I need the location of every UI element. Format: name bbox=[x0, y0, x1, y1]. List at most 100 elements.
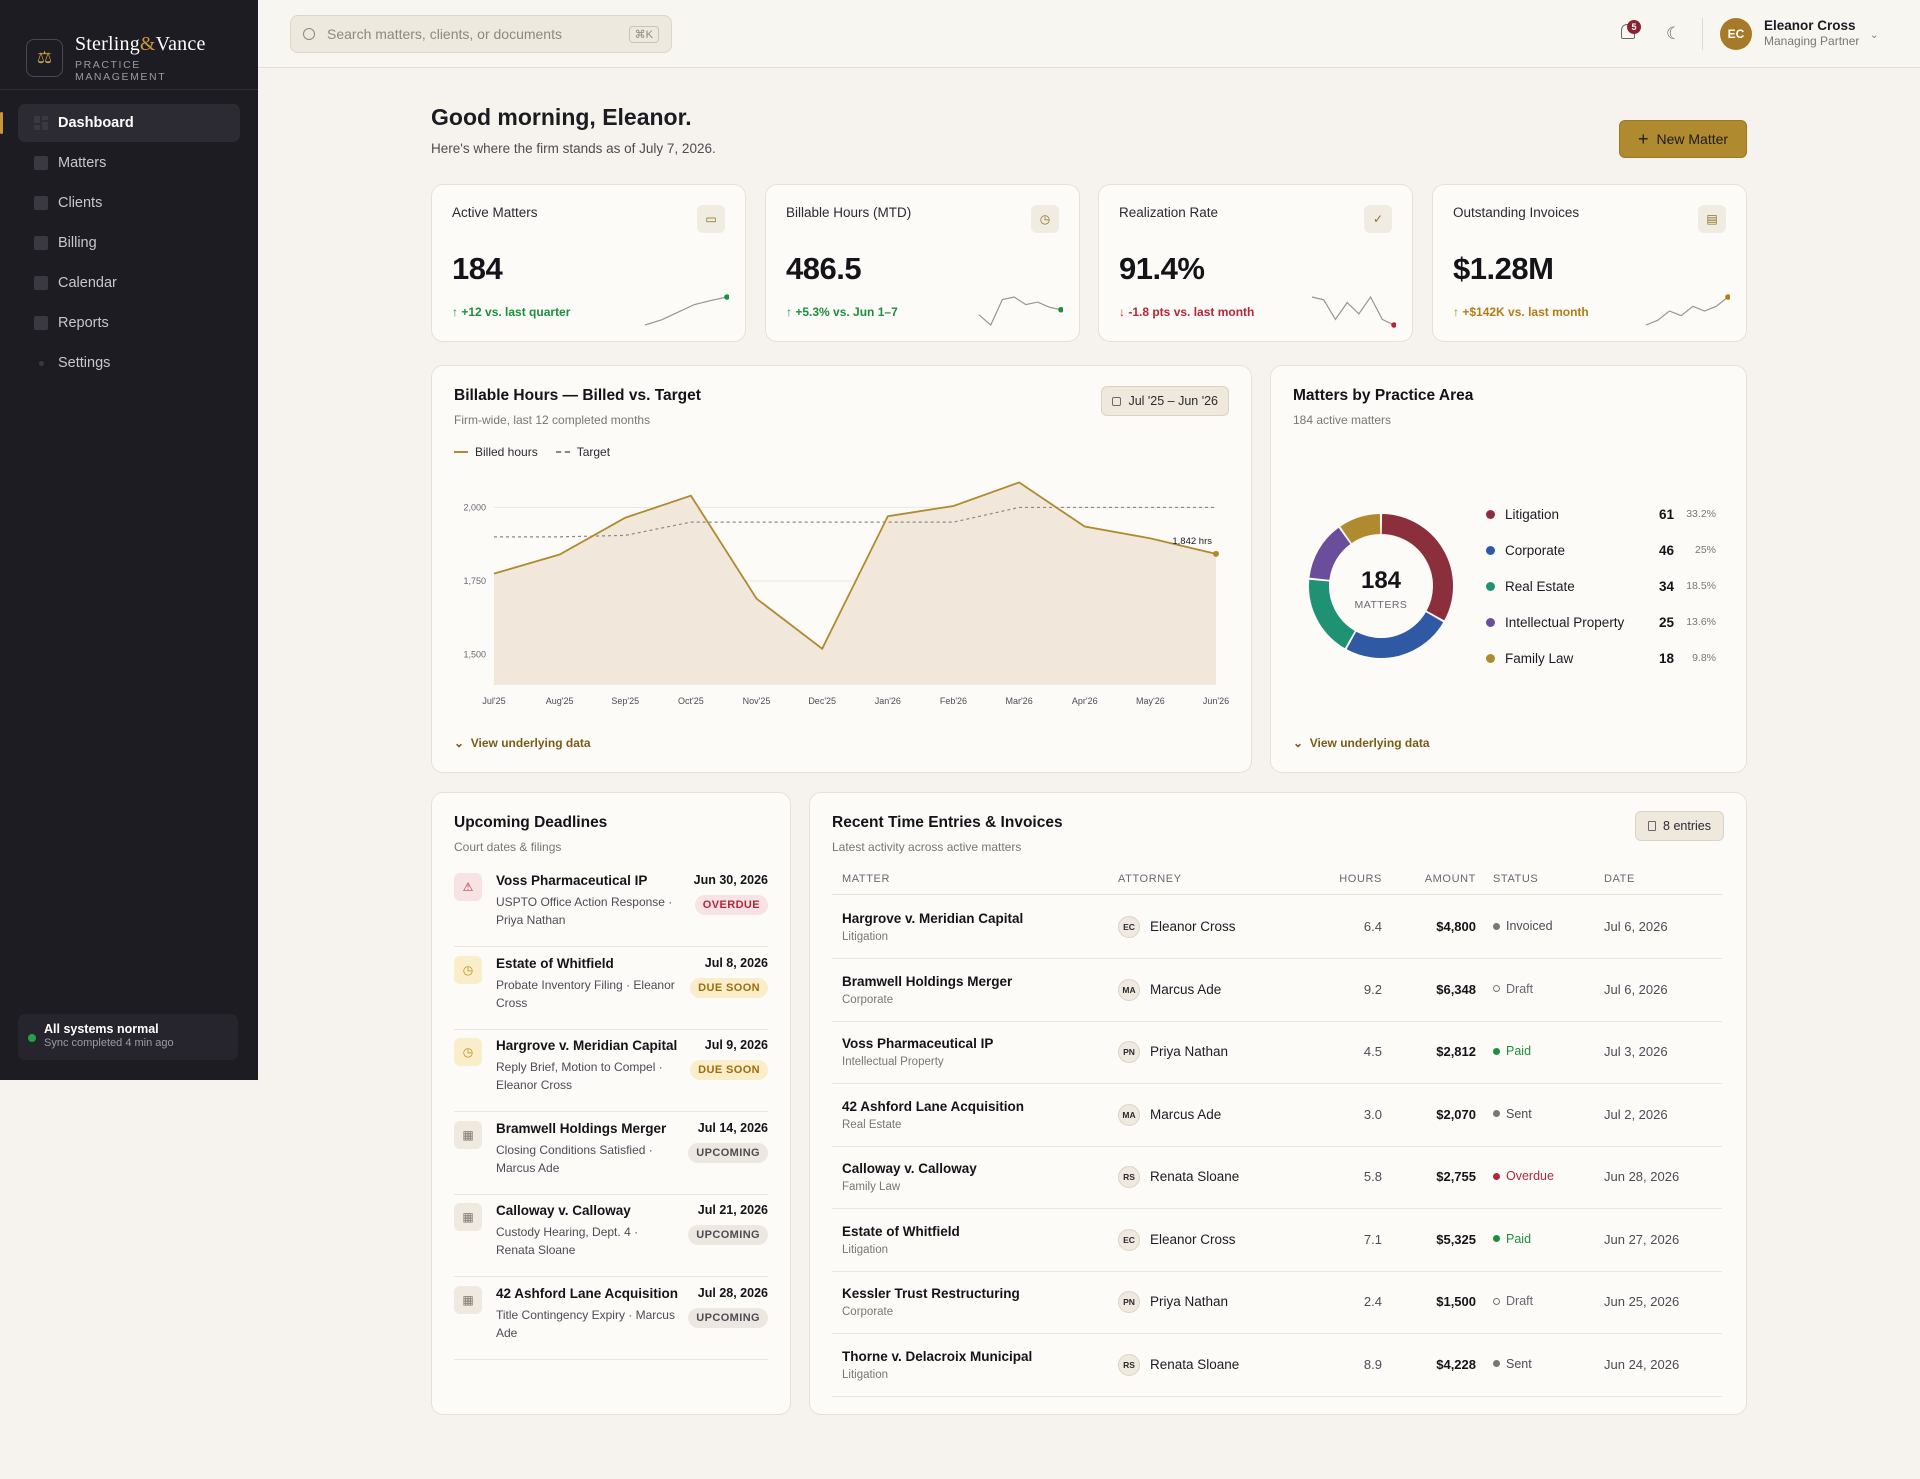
legend-item[interactable]: Family Law 18 9.8% bbox=[1486, 640, 1716, 676]
kpi-card[interactable]: Active Matters ▭ 184 ↑ +12 vs. last quarter bbox=[431, 184, 746, 342]
view-underlying-data-link[interactable]: ⌄ View underlying data bbox=[454, 736, 591, 750]
deadline-item[interactable]: ▦ 42 Ashford Lane Acquisition Title Contin… bbox=[454, 1285, 768, 1360]
col-date[interactable]: DATE bbox=[1604, 873, 1635, 885]
sidebar-item-reports[interactable]: Reports bbox=[18, 304, 240, 342]
sparkline-line bbox=[644, 296, 728, 326]
sidebar-item-clients[interactable]: Clients bbox=[18, 184, 240, 222]
table-header: MATTER ATTORNEY HOURS AMOUNT STATUS DATE bbox=[832, 871, 1722, 895]
search-input[interactable]: Search matters, clients, or documents ⌘K bbox=[290, 15, 672, 53]
table-row[interactable]: Bramwell Holdings Merger Corporate MA Marcu… bbox=[832, 960, 1722, 1022]
avatar: MA bbox=[1118, 1103, 1140, 1126]
user-name[interactable]: Eleanor Cross bbox=[1764, 18, 1856, 33]
deadline-item[interactable]: ⚠ Voss Pharmaceutical IP USPTO Office Acti… bbox=[454, 873, 768, 947]
sidebar-item-settings[interactable]: Settings bbox=[18, 344, 240, 382]
deadline-item[interactable]: ▦ Bramwell Holdings Merger Closing Conditi… bbox=[454, 1120, 768, 1195]
matter-name[interactable]: 42 Ashford Lane Acquisition bbox=[842, 1098, 1025, 1114]
matter-name[interactable]: Calloway v. Calloway bbox=[842, 1161, 977, 1176]
date-range-button[interactable]: Jul '25 – Jun '26 bbox=[1101, 386, 1229, 416]
status-badge: UPCOMING bbox=[688, 1307, 768, 1328]
deadline-description: Custody Hearing, Dept. 4 · Renata Sloane bbox=[496, 1225, 639, 1257]
table-row[interactable]: 42 Ashford Lane Acquisition Real Estate MA… bbox=[832, 1085, 1722, 1147]
legend-item[interactable]: Corporate 46 25% bbox=[1486, 532, 1716, 568]
deadline-description: USPTO Office Action Response · Priya Nat… bbox=[496, 895, 673, 927]
kpi-delta: ↑ +$142K vs. last month bbox=[1453, 305, 1589, 319]
chevron-down-icon[interactable]: ⌄ bbox=[1870, 30, 1879, 41]
deadline-item[interactable]: ▦ Calloway v. Calloway Custody Hearing, De… bbox=[454, 1203, 768, 1277]
matter-name[interactable]: Kessler Trust Restructuring bbox=[842, 1286, 1020, 1301]
col-amount[interactable]: AMOUNT bbox=[1424, 873, 1476, 885]
legend-name: Real Estate bbox=[1505, 578, 1575, 594]
col-matter[interactable]: MATTER bbox=[842, 873, 891, 885]
hours-value: 8.9 bbox=[1363, 1356, 1382, 1372]
matter-name[interactable]: Voss Pharmaceutical IP bbox=[842, 1036, 994, 1051]
table-row[interactable]: Estate of Whitfield Litigation EC Eleanor C… bbox=[832, 1210, 1722, 1272]
col-status[interactable]: STATUS bbox=[1493, 873, 1539, 885]
legend-item[interactable]: Litigation 61 33.2% bbox=[1486, 496, 1716, 532]
clock-icon: ◷ bbox=[454, 955, 482, 984]
deadline-item[interactable]: ◷ Estate of Whitfield Probate Inventory Fi… bbox=[454, 955, 768, 1030]
matter-name[interactable]: Hargrove v. Meridian Capital bbox=[842, 911, 1024, 926]
kpi-value: 184 bbox=[452, 251, 503, 286]
legend-percent: 13.6% bbox=[1686, 616, 1716, 628]
matter-area: Family Law bbox=[842, 1181, 901, 1193]
sparkline-line bbox=[1645, 296, 1729, 326]
hours-value: 3.0 bbox=[1363, 1106, 1382, 1122]
brand[interactable]: ⚖ Sterling&Vance PRACTICE MANAGEMENT bbox=[0, 0, 258, 90]
card-subtitle: Court dates & filings bbox=[454, 840, 562, 854]
status-label: Invoiced bbox=[1506, 919, 1553, 933]
donut-center-label: MATTERS bbox=[1355, 599, 1408, 611]
col-attorney[interactable]: ATTORNEY bbox=[1118, 873, 1182, 885]
new-matter-button[interactable]: + New Matter bbox=[1619, 120, 1747, 158]
legend-swatch bbox=[1486, 509, 1495, 519]
status-badge: Paid bbox=[1493, 1044, 1531, 1058]
notification-badge: 5 bbox=[1627, 20, 1641, 34]
practice-legend: Litigation 61 33.2% Corporate 46 25% Real Esta… bbox=[1486, 496, 1716, 676]
avatar: EC bbox=[1118, 916, 1140, 938]
table-row[interactable]: Calloway v. Calloway Family Law RS Renata S… bbox=[832, 1147, 1722, 1209]
x-tick-label: Feb'26 bbox=[940, 696, 967, 706]
sidebar-item-billing[interactable]: Billing bbox=[18, 224, 240, 262]
matter-name[interactable]: Thorne v. Delacroix Municipal bbox=[842, 1348, 1033, 1364]
x-tick-label: Aug'25 bbox=[546, 696, 574, 706]
view-underlying-data-link[interactable]: ⌄ View underlying data bbox=[1293, 736, 1430, 750]
kpi-card[interactable]: Billable Hours (MTD) ◷ 486.5 ↑ +5.3% vs. Ju… bbox=[765, 184, 1080, 342]
avatar[interactable]: EC bbox=[1720, 18, 1752, 50]
kpi-label: Active Matters bbox=[452, 205, 538, 220]
deadline-date: Jul 8, 2026 bbox=[704, 955, 768, 970]
legend-item[interactable]: Real Estate 34 18.5% bbox=[1486, 568, 1716, 604]
amount-value: $1,500 bbox=[1436, 1294, 1476, 1309]
status-badge: Invoiced bbox=[1493, 919, 1553, 933]
invoice-icon: ▤ bbox=[1698, 205, 1726, 233]
deadline-item[interactable]: ◷ Hargrove v. Meridian Capital Reply Brief… bbox=[454, 1038, 768, 1112]
users-icon bbox=[34, 196, 48, 210]
sidebar-item-calendar[interactable]: Calendar bbox=[18, 264, 240, 302]
status-dot-icon bbox=[1493, 1110, 1500, 1117]
kpi-delta: ↓ -1.8 pts vs. last month bbox=[1119, 305, 1254, 319]
sidebar-item-dashboard[interactable]: Dashboard bbox=[0, 104, 240, 142]
matter-name[interactable]: Bramwell Holdings Merger bbox=[842, 973, 1013, 989]
table-row[interactable]: Voss Pharmaceutical IP Intellectual Prope… bbox=[832, 1022, 1722, 1084]
legend-item[interactable]: Intellectual Property 25 13.6% bbox=[1486, 604, 1716, 640]
hours-value: 4.5 bbox=[1363, 1044, 1382, 1059]
amount-value: $4,800 bbox=[1436, 919, 1476, 934]
folder-icon bbox=[34, 156, 48, 170]
avatar: RS bbox=[1118, 1166, 1140, 1188]
kpi-value: $1.28M bbox=[1453, 251, 1554, 286]
avatar: MA bbox=[1118, 978, 1140, 1001]
matter-name[interactable]: Estate of Whitfield bbox=[842, 1223, 960, 1239]
status-badge: Paid bbox=[1493, 1232, 1531, 1246]
hours-value: 2.4 bbox=[1363, 1294, 1382, 1309]
col-hours[interactable]: HOURS bbox=[1339, 873, 1382, 885]
entries-count-button[interactable]: 8 entries bbox=[1635, 811, 1724, 841]
table-row[interactable]: Hargrove v. Meridian Capital Litigation EC… bbox=[832, 897, 1722, 959]
card-subtitle: Latest activity across active matters bbox=[832, 840, 1022, 854]
table-row[interactable]: Thorne v. Delacroix Municipal Litigation R… bbox=[832, 1335, 1722, 1397]
reports-icon bbox=[34, 316, 48, 330]
card-title: Upcoming Deadlines bbox=[454, 814, 608, 831]
card-subtitle: 184 active matters bbox=[1293, 413, 1392, 427]
kpi-card[interactable]: Realization Rate ✓ 91.4% ↓ -1.8 pts vs. las… bbox=[1098, 184, 1413, 342]
sidebar-item-matters[interactable]: Matters bbox=[18, 144, 240, 182]
table-row[interactable]: Kessler Trust Restructuring Corporate PN Pr… bbox=[832, 1272, 1722, 1334]
moon-icon[interactable]: ☾ bbox=[1666, 24, 1682, 43]
kpi-card[interactable]: Outstanding Invoices ▤ $1.28M ↑ +$142K vs. … bbox=[1432, 184, 1747, 342]
